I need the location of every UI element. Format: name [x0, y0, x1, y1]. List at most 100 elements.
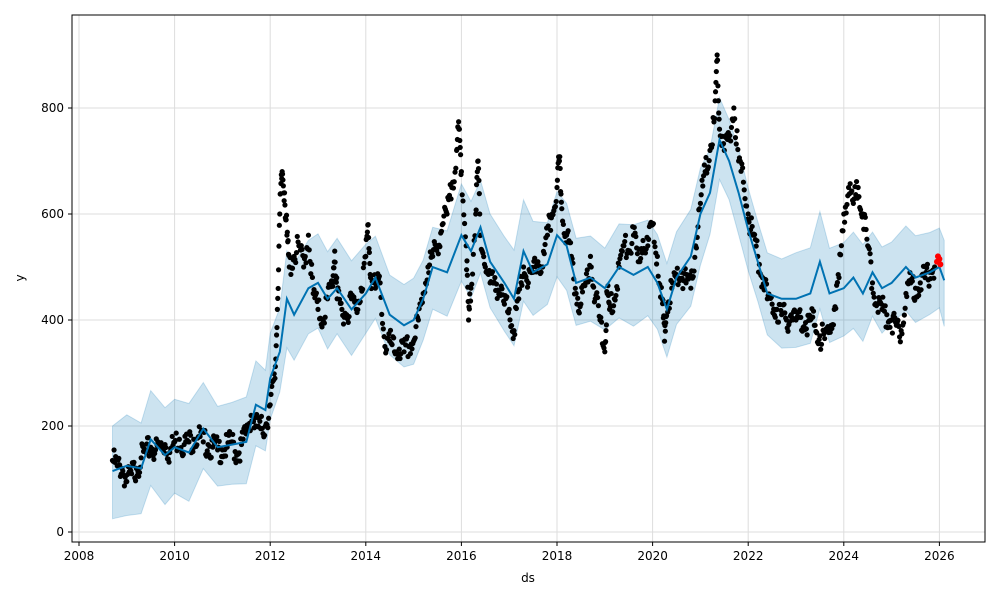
observed-point	[187, 432, 194, 438]
observed-point	[554, 177, 560, 183]
observed-point	[880, 294, 886, 300]
observed-point	[163, 444, 169, 451]
observed-point	[461, 220, 468, 227]
observed-point	[650, 221, 656, 227]
y-axis-ticks: 0 200 400 600 800	[41, 101, 72, 539]
observed-point	[438, 228, 445, 234]
observed-point	[333, 279, 339, 285]
observed-point	[634, 251, 641, 257]
observed-point	[853, 178, 860, 185]
observed-point	[810, 314, 816, 320]
observed-point	[918, 287, 924, 293]
observed-point	[380, 326, 386, 332]
observed-point	[508, 322, 515, 329]
observed-point	[275, 285, 281, 292]
observed-point	[838, 252, 844, 258]
observed-point	[716, 116, 722, 122]
observed-point	[899, 331, 905, 337]
observed-point	[749, 223, 755, 230]
x-tick-label: 2020	[637, 549, 668, 563]
observed-point	[214, 434, 220, 440]
observed-point	[602, 338, 609, 345]
y-axis-label: y	[13, 274, 27, 281]
observed-point	[742, 196, 748, 202]
observed-point	[904, 293, 910, 300]
observed-point	[712, 89, 719, 95]
observed-point	[544, 232, 551, 238]
observed-point	[279, 171, 286, 177]
observed-point	[151, 456, 157, 462]
observed-point	[785, 328, 791, 334]
observed-point	[275, 295, 281, 301]
observed-point	[924, 261, 931, 267]
observed-point	[748, 215, 754, 221]
observed-point	[655, 273, 661, 279]
observed-point	[856, 194, 862, 200]
observed-point	[464, 272, 470, 278]
observed-point	[732, 135, 739, 141]
observed-point	[803, 326, 809, 332]
observed-point	[466, 306, 472, 312]
observed-point	[728, 124, 735, 131]
observed-point	[258, 413, 265, 419]
observed-point	[383, 347, 390, 353]
observed-point	[200, 439, 206, 445]
observed-point	[688, 285, 694, 291]
observed-point	[467, 298, 474, 304]
observed-point	[365, 222, 371, 228]
observed-point	[501, 301, 508, 307]
observed-point	[476, 191, 482, 197]
observed-point	[334, 275, 340, 281]
observed-point	[464, 258, 470, 264]
observed-point	[843, 210, 849, 216]
observed-point	[745, 211, 751, 217]
observed-point	[452, 169, 458, 175]
observed-point	[769, 301, 775, 307]
observed-point	[575, 295, 581, 301]
observed-point	[638, 255, 644, 262]
observed-point	[294, 233, 300, 240]
x-axis-ticks: 2008 2010 2012 2014 2016 2018 2020 2022 2024 2026	[64, 542, 955, 563]
observed-point	[285, 237, 291, 244]
observed-point	[740, 179, 747, 185]
observed-point	[772, 314, 778, 320]
observed-point	[208, 454, 214, 460]
observed-point	[404, 334, 410, 340]
observed-point	[862, 214, 868, 220]
observed-point	[613, 292, 619, 299]
observed-point	[276, 222, 282, 228]
observed-point	[591, 284, 597, 290]
observed-point	[588, 264, 594, 270]
observed-point	[218, 460, 224, 466]
observed-point	[713, 68, 719, 75]
observed-point	[361, 260, 367, 266]
observed-point	[709, 142, 715, 148]
observed-point	[321, 320, 327, 326]
observed-point	[732, 116, 738, 122]
observed-point	[731, 105, 737, 111]
highlighted-points	[934, 253, 944, 268]
observed-point	[315, 306, 321, 312]
observed-point	[552, 203, 559, 210]
observed-point	[746, 219, 752, 225]
observed-point	[121, 483, 128, 489]
observed-point	[797, 307, 803, 313]
observed-point	[477, 211, 483, 217]
observed-point	[309, 274, 316, 281]
observed-point	[506, 306, 512, 312]
observed-point	[662, 328, 668, 334]
observed-point	[453, 165, 459, 171]
observed-point	[857, 207, 864, 213]
observed-point	[579, 289, 586, 295]
observed-point	[675, 281, 681, 288]
observed-point	[330, 283, 336, 289]
x-tick-label: 2026	[924, 549, 955, 563]
observed-point	[704, 170, 710, 176]
observed-point	[887, 324, 893, 330]
observed-point	[836, 275, 842, 281]
observed-point	[841, 219, 848, 225]
observed-point	[751, 232, 758, 238]
observed-point	[817, 333, 823, 339]
observed-point	[299, 246, 305, 252]
observed-point	[461, 212, 467, 218]
